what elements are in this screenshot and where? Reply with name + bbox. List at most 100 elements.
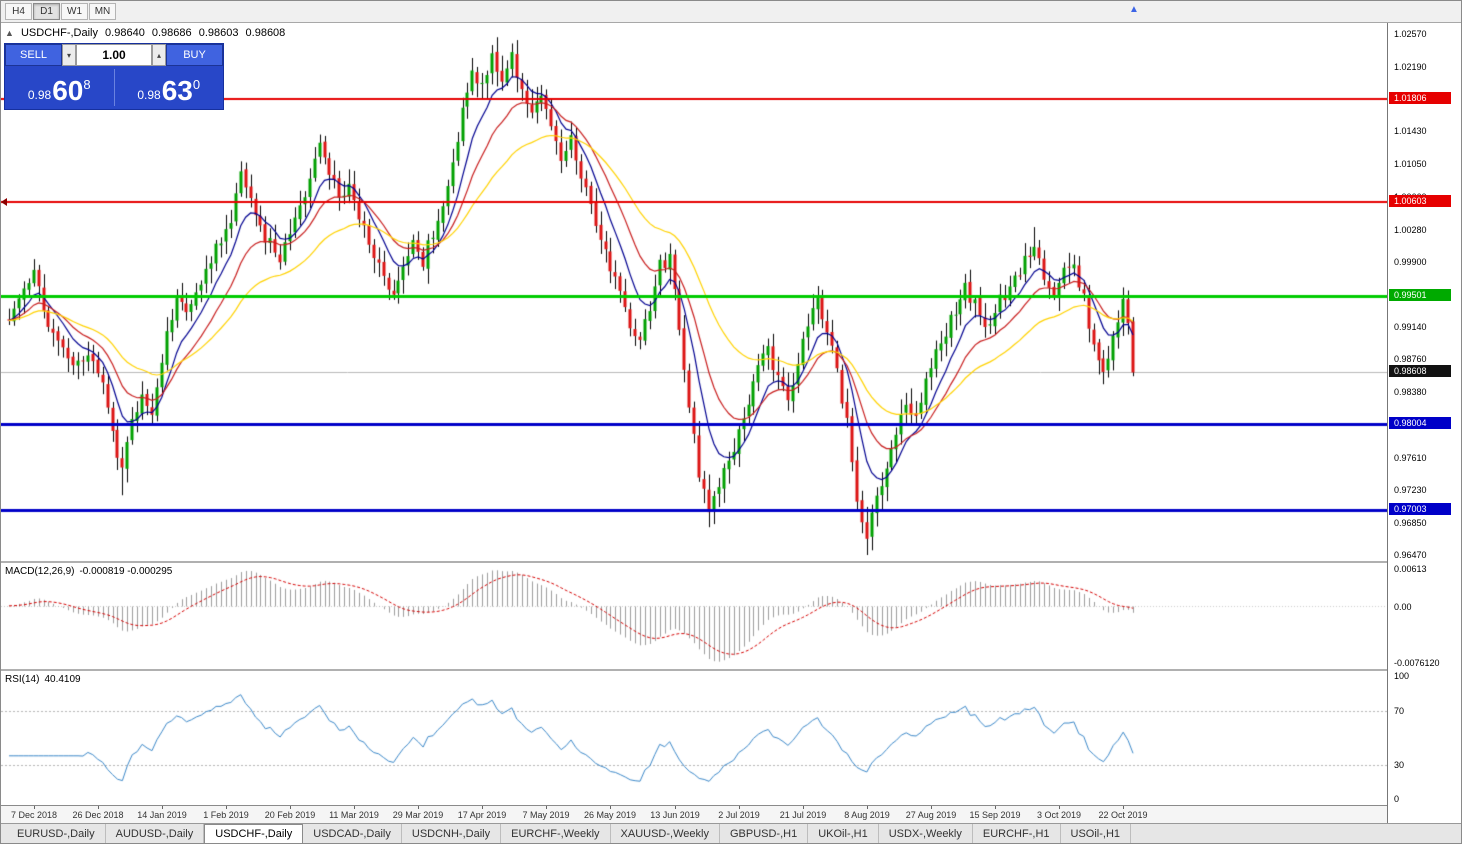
timeframe-button-h4[interactable]: H4 [5,3,32,20]
price-chart-panel: ▲ USDCHF-,Daily 0.98640 0.98686 0.98603 … [1,23,1387,561]
sell-price-prefix: 0.98 [27,88,52,102]
date-tick-mark [226,806,227,809]
date-tick-mark [995,806,996,809]
date-tick-mark [739,806,740,809]
date-tick-mark [546,806,547,809]
chart-tab-audusd-daily[interactable]: AUDUSD-,Daily [105,824,205,843]
date-label: 29 Mar 2019 [392,810,444,820]
axis-label: 1.00280 [1394,225,1427,235]
date-label: 1 Feb 2019 [203,810,249,820]
ohlc-close: 0.98608 [245,27,286,39]
date-label: 14 Jan 2019 [137,810,187,820]
axis-label: 1.01050 [1394,159,1427,169]
date-label: 27 Aug 2019 [905,810,957,820]
chart-area: ▲ USDCHF-,Daily 0.98640 0.98686 0.98603 … [1,23,1461,823]
axis-label: 0.97230 [1394,485,1427,495]
date-label: 15 Sep 2019 [969,810,1021,820]
level-price-badge: 0.99501 [1389,289,1451,301]
rsi-canvas[interactable] [1,671,1387,805]
volume-decrease-button[interactable]: ▾ [62,44,76,66]
chart-tab-usdcad-daily[interactable]: USDCAD-,Daily [303,824,402,843]
buy-price[interactable]: 0.98 63 0 [115,66,224,109]
axis-label: 0.98380 [1394,387,1427,397]
date-label: 26 Dec 2018 [72,810,124,820]
volume-input[interactable]: 1.00 [76,44,152,66]
axis-label: 0.96470 [1394,550,1427,560]
axis-label: 0.96850 [1394,518,1427,528]
chart-tab-usdcnh-daily[interactable]: USDCNH-,Daily [401,824,502,843]
date-tick-mark [1059,806,1060,809]
date-label: 3 Oct 2019 [1036,810,1082,820]
date-tick-mark [354,806,355,809]
chart-tab-usdchf-daily[interactable]: USDCHF-,Daily [204,824,304,843]
buy-price-prefix: 0.98 [137,88,161,102]
chart-shift-marker[interactable]: ▲ [1129,4,1139,15]
axis-label: -0.0076120 [1394,658,1440,668]
panel-splitter[interactable] [1,669,1387,671]
level-price-badge: 1.00603 [1389,195,1451,207]
axis-label: 0.99900 [1394,257,1427,267]
sell-price-big: 60 [52,75,84,107]
chart-tab-gbpusd-h1[interactable]: GBPUSD-,H1 [719,824,809,843]
one-click-trading-widget: SELL ▾ 1.00 ▴ BUY 0.98 60 8 0.98 63 0 [4,43,224,110]
price-axis[interactable]: 1.025701.021901.014301.010501.006601.002… [1387,23,1461,823]
date-label: 11 Mar 2019 [329,810,379,820]
ohlc-low: 0.98603 [198,27,239,39]
rsi-panel: RSI(14) 40.4109 [1,671,1387,805]
level-price-badge: 0.97003 [1389,503,1451,515]
ohlc-high: 0.98686 [151,27,192,39]
date-label: 21 Jul 2019 [779,810,827,820]
trendline-anchor-icon[interactable] [1,198,7,206]
date-label: 7 May 2019 [522,810,570,820]
level-price-badge: 0.98004 [1389,417,1451,429]
buy-button[interactable]: BUY [166,44,223,66]
chevron-down-icon: ▾ [66,50,71,60]
macd-readout: -0.000819 -0.000295 [79,566,173,577]
rsi-readout: 40.4109 [44,674,81,685]
sell-price[interactable]: 0.98 60 8 [5,66,114,109]
chart-tab-eurchf-h1[interactable]: EURCHF-,H1 [972,824,1061,843]
panel-splitter[interactable] [1,561,1387,563]
chart-tab-usdx-weekly[interactable]: USDX-,Weekly [878,824,973,843]
date-label: 2 Jul 2019 [718,810,760,820]
sell-price-sup: 8 [83,77,91,92]
axis-label: 1.02190 [1394,62,1427,72]
chart-tab-ukoil-h1[interactable]: UKOil-,H1 [808,824,879,843]
timeframe-button-mn[interactable]: MN [89,3,116,20]
date-label: 8 Aug 2019 [844,810,890,820]
macd-label: MACD(12,26,9) -0.000819 -0.000295 [5,566,177,577]
timeframe-button-w1[interactable]: W1 [61,3,88,20]
chart-tab-usoil-h1[interactable]: USOil-,H1 [1060,824,1132,843]
date-label: 22 Oct 2019 [1098,810,1148,820]
date-tick-mark [418,806,419,809]
date-axis[interactable]: 7 Dec 2018 26 Dec 2018 14 Jan 2019 1 Feb 20… [1,805,1387,823]
chart-tabs-bar: EURUSD-,Daily AUDUSD-,Daily USDCHF-,Daily U… [1,823,1461,843]
date-tick-mark [98,806,99,809]
axis-label: 0 [1394,794,1400,804]
date-tick-mark [34,806,35,809]
chevron-up-icon: ▴ [156,50,161,60]
axis-label: 0.97610 [1394,453,1427,463]
date-tick-mark [867,806,868,809]
chart-tab-eurchf-weekly[interactable]: EURCHF-,Weekly [501,824,611,843]
axis-label: 0.00 [1394,602,1412,612]
chart-tab-xauusd-weekly[interactable]: XAUUSD-,Weekly [610,824,720,843]
chart-title: ▲ USDCHF-,Daily 0.98640 0.98686 0.98603 … [5,27,289,39]
axis-label: 30 [1394,760,1405,770]
timeframe-button-d1[interactable]: D1 [33,3,60,20]
axis-label: 1.02570 [1394,29,1427,39]
macd-canvas[interactable] [1,563,1387,669]
date-tick-mark [482,806,483,809]
date-label: 17 Apr 2019 [457,810,507,820]
volume-increase-button[interactable]: ▴ [152,44,166,66]
collapse-panel-icon[interactable]: ▲ [5,28,14,38]
buy-price-sup: 0 [192,77,201,92]
chart-tab-eurusd-daily[interactable]: EURUSD-,Daily [7,824,106,843]
sell-button[interactable]: SELL [5,44,62,66]
price-chart-canvas[interactable] [1,23,1387,561]
date-tick-mark [931,806,932,809]
timeframe-toolbar: H4 D1 W1 MN ▲ [1,1,1461,23]
date-tick-mark [162,806,163,809]
macd-panel: MACD(12,26,9) -0.000819 -0.000295 [1,563,1387,669]
rsi-name: RSI(14) [5,674,40,685]
